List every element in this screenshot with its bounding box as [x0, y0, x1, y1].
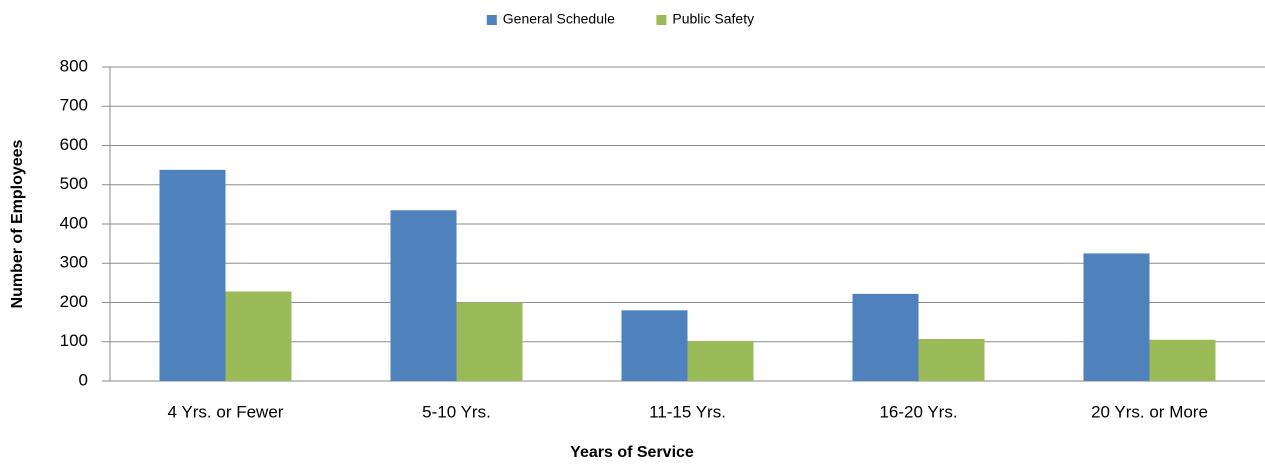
- bar: [918, 339, 985, 381]
- y-tick-label: 700: [60, 96, 88, 115]
- x-tick-label: 5-10 Yrs.: [422, 402, 491, 421]
- y-tick-label: 500: [60, 174, 88, 193]
- bar: [159, 169, 226, 381]
- bar: [1149, 339, 1216, 381]
- bar: [390, 210, 457, 381]
- bar: [687, 340, 754, 381]
- y-axis-title: Number of Employees: [9, 139, 26, 308]
- x-tick-label: 11-15 Yrs.: [649, 402, 726, 421]
- y-tick-label: 600: [60, 135, 88, 154]
- legend-swatch: [486, 15, 497, 25]
- x-axis-title: Years of Service: [570, 444, 694, 461]
- y-tick-label: 200: [60, 292, 88, 311]
- bar: [621, 310, 688, 381]
- bar: [225, 291, 292, 381]
- y-tick-label: 300: [60, 253, 88, 272]
- x-tick-label: 16-20 Yrs.: [879, 402, 957, 421]
- y-tick-label: 0: [79, 370, 88, 389]
- legend-swatch: [656, 15, 667, 25]
- legend-label: Public Safety: [672, 11, 754, 27]
- x-tick-label: 4 Yrs. or Fewer: [168, 402, 284, 421]
- bar: [456, 302, 523, 381]
- y-tick-label: 100: [60, 331, 88, 350]
- y-tick-label: 800: [60, 56, 88, 75]
- y-tick-label: 400: [60, 213, 88, 232]
- bar: [1083, 253, 1150, 381]
- bar: [852, 293, 919, 381]
- x-tick-label: 20 Yrs. or More: [1091, 402, 1208, 421]
- legend-label: General Schedule: [503, 11, 615, 27]
